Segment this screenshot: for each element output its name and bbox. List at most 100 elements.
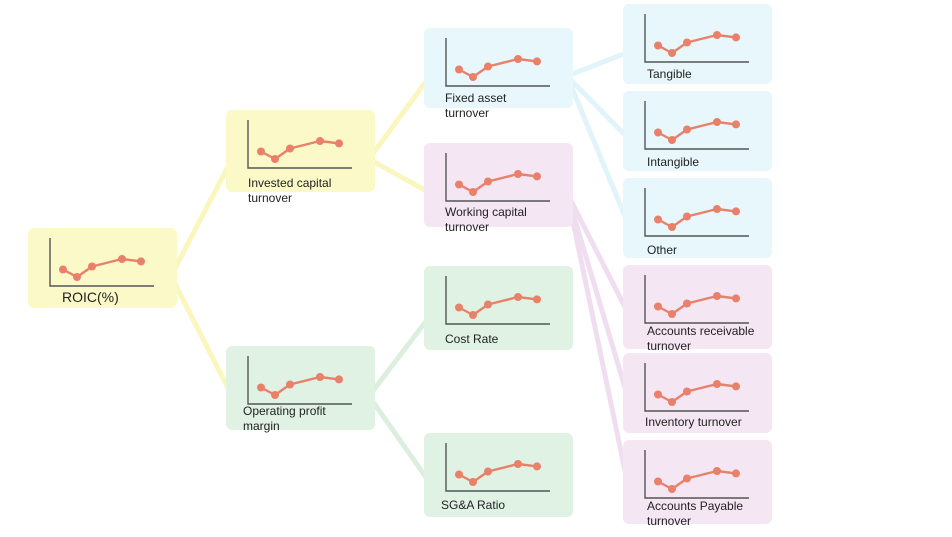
sparkline-axis bbox=[445, 443, 550, 492]
node-label-roic: ROIC(%) bbox=[62, 289, 119, 305]
sparkline-icon bbox=[445, 443, 550, 492]
sparkline-point bbox=[88, 262, 96, 271]
sparkline-point bbox=[668, 485, 676, 493]
sparkline-point bbox=[469, 311, 477, 319]
sparkline-icon bbox=[644, 14, 749, 63]
node-tangible: Tangible bbox=[623, 4, 772, 84]
sparkline-axis bbox=[644, 275, 749, 324]
sparkline-point bbox=[668, 310, 676, 318]
sparkline-icon bbox=[445, 38, 550, 87]
sparkline-point bbox=[484, 467, 492, 476]
sparkline-point bbox=[732, 33, 740, 42]
sparkline-icon bbox=[644, 275, 749, 324]
sparkline-point bbox=[713, 292, 721, 300]
sparkline-point bbox=[335, 139, 343, 148]
sparkline-point bbox=[316, 373, 324, 381]
edge-invested_capital_turnover-to-working_capital_turnover bbox=[366, 156, 433, 196]
sparkline-point bbox=[137, 257, 145, 266]
node-label-working-capital-turnover: Working capital turnover bbox=[445, 205, 527, 234]
sparkline-icon bbox=[644, 188, 749, 237]
node-intangible: Intangible bbox=[623, 91, 772, 171]
node-label-invested-capital-turnover: Invested capital turnover bbox=[248, 176, 332, 205]
node-label-fixed-asset-turnover: Fixed asset turnover bbox=[445, 91, 507, 120]
sparkline-point bbox=[668, 398, 676, 406]
node-label-other: Other bbox=[647, 243, 678, 257]
sparkline-point bbox=[455, 470, 463, 479]
node-roic: ROIC(%) bbox=[28, 228, 177, 308]
edge-roic-to-operating_profit_margin bbox=[168, 273, 235, 399]
node-operating-profit-margin: Operating profit margin bbox=[226, 346, 375, 433]
sparkline-point bbox=[484, 177, 492, 186]
sparkline-point bbox=[533, 172, 541, 181]
sparkline-point bbox=[271, 155, 279, 163]
edge-roic-to-invested_capital_turnover bbox=[168, 156, 235, 279]
sparkline-point bbox=[732, 469, 740, 478]
sparkline-icon bbox=[49, 238, 154, 287]
sparkline-point bbox=[73, 273, 81, 281]
edge-working_capital_turnover-to-accounts_payable_turnover bbox=[564, 190, 632, 493]
sparkline-point bbox=[654, 41, 662, 50]
sparkline-axis bbox=[445, 153, 550, 202]
sparkline-point bbox=[732, 120, 740, 129]
sparkline-point bbox=[713, 467, 721, 475]
sparkline-axis bbox=[644, 188, 749, 237]
sparkline-point bbox=[59, 265, 67, 274]
sparkline-point bbox=[514, 55, 522, 63]
sparkline-point bbox=[286, 144, 294, 153]
sparkline-point bbox=[455, 65, 463, 74]
sparkline-point bbox=[455, 303, 463, 312]
sparkline-point bbox=[469, 188, 477, 196]
sparkline-axis bbox=[644, 14, 749, 63]
sparkline-point bbox=[654, 390, 662, 399]
node-inventory-turnover: Inventory turnover bbox=[623, 353, 772, 433]
sparkline-point bbox=[668, 136, 676, 144]
edge-fixed_asset_turnover-to-other bbox=[564, 73, 632, 229]
sparkline-point bbox=[514, 460, 522, 468]
sparkline-axis bbox=[247, 356, 352, 405]
node-label-tangible: Tangible bbox=[647, 67, 692, 81]
sparkline-point bbox=[533, 295, 541, 304]
edge-fixed_asset_turnover-to-intangible bbox=[564, 73, 632, 142]
sparkline-axis bbox=[644, 450, 749, 499]
sparkline-point bbox=[713, 380, 721, 388]
sparkline-point bbox=[654, 302, 662, 311]
node-label-inventory-turnover: Inventory turnover bbox=[645, 415, 742, 429]
sparkline-point bbox=[732, 382, 740, 391]
sparkline-point bbox=[335, 375, 343, 384]
node-other: Other bbox=[623, 178, 772, 258]
sparkline-point bbox=[713, 205, 721, 213]
sparkline-point bbox=[271, 391, 279, 399]
sparkline-icon bbox=[644, 363, 749, 412]
sparkline-axis bbox=[247, 120, 352, 169]
sparkline-point bbox=[469, 478, 477, 486]
sparkline-point bbox=[286, 380, 294, 389]
sparkline-point bbox=[316, 137, 324, 145]
sparkline-point bbox=[533, 57, 541, 66]
sparkline-axis bbox=[644, 363, 749, 412]
sparkline-icon bbox=[247, 356, 352, 405]
node-cost-rate: Cost Rate bbox=[424, 266, 573, 350]
sparkline-icon bbox=[247, 120, 352, 169]
sparkline-icon bbox=[445, 153, 550, 202]
sparkline-point bbox=[732, 294, 740, 303]
sparkline-point bbox=[469, 73, 477, 81]
sparkline-point bbox=[257, 383, 265, 392]
sparkline-point bbox=[683, 474, 691, 483]
node-fixed-asset-turnover: Fixed asset turnover bbox=[424, 28, 573, 120]
sparkline-axis bbox=[49, 238, 154, 287]
edge-invested_capital_turnover-to-fixed_asset_turnover bbox=[366, 73, 433, 162]
node-invested-capital-turnover: Invested capital turnover bbox=[226, 110, 375, 205]
node-label-accounts-receivable-turnover: Accounts receivable turnover bbox=[647, 324, 755, 353]
sparkline-axis bbox=[445, 276, 550, 325]
edge-operating_profit_margin-to-sga_ratio bbox=[366, 393, 433, 486]
sparkline-point bbox=[683, 38, 691, 47]
sparkline-icon bbox=[644, 450, 749, 499]
sparkline-point bbox=[484, 300, 492, 309]
sparkline-point bbox=[533, 462, 541, 471]
sparkline-point bbox=[257, 147, 265, 156]
sparkline-axis bbox=[445, 38, 550, 87]
sparkline-point bbox=[118, 255, 126, 263]
sparkline-point bbox=[455, 180, 463, 189]
